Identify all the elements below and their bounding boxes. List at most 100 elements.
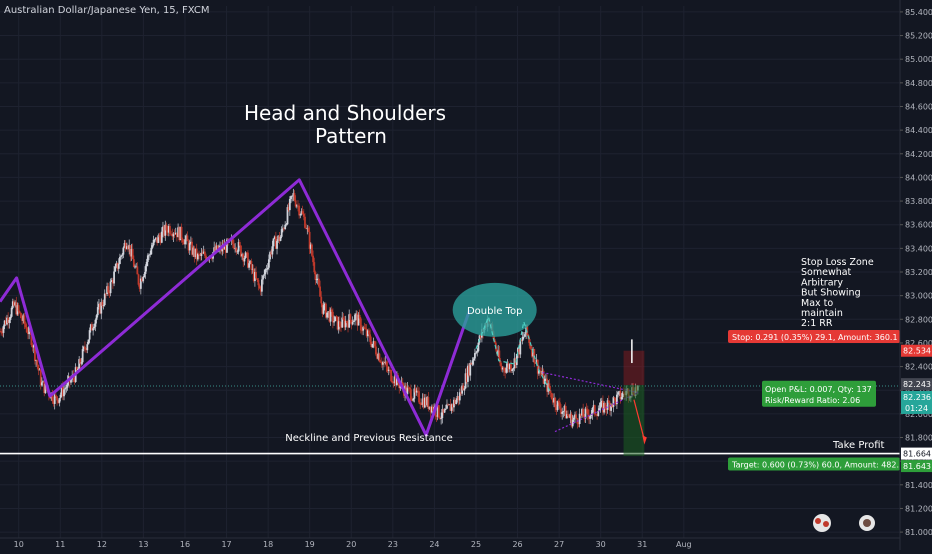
candle-body — [198, 253, 200, 255]
candle-body — [529, 345, 532, 349]
candle-body — [110, 280, 113, 282]
candle-body — [257, 280, 260, 286]
candle-body — [101, 301, 104, 306]
candle-body — [443, 409, 446, 413]
candle-body — [428, 406, 431, 409]
candle-body — [183, 242, 185, 245]
candle-body — [288, 198, 291, 211]
candle-body — [17, 305, 20, 312]
candle-body — [620, 397, 623, 400]
candle-body — [44, 383, 47, 394]
candle-body — [441, 408, 444, 419]
candle-body — [472, 358, 475, 361]
target-label-box — [728, 457, 900, 471]
candle-body — [442, 408, 445, 413]
candle-body — [474, 353, 476, 359]
candle-body — [262, 275, 264, 280]
candle-body — [132, 259, 135, 268]
candle-body — [549, 390, 552, 393]
time-axis[interactable]: 10 11 12 13 16 17 18 19 20 23 24 25 26 27 30 31 Aug — [0, 537, 900, 549]
candle-body — [356, 313, 359, 326]
candle-body — [24, 324, 27, 328]
candle-body — [513, 358, 516, 369]
candle-body — [579, 413, 582, 416]
candle-body — [507, 363, 510, 370]
candle-body — [378, 353, 381, 362]
candle-body — [177, 227, 179, 238]
x-tick-label: 27 — [554, 540, 564, 549]
candle-body — [409, 389, 412, 401]
candle-body — [215, 245, 218, 252]
candle-body — [86, 344, 89, 351]
candle-body — [376, 354, 379, 359]
candle-body — [418, 391, 420, 403]
candle-body — [327, 311, 330, 313]
candle-body — [171, 234, 174, 237]
candle-body — [169, 226, 171, 234]
candle-body — [366, 330, 369, 337]
candle-body — [176, 232, 178, 238]
x-tick-label: 18 — [263, 540, 273, 549]
stop-zone[interactable] — [623, 350, 645, 386]
candle-body — [32, 345, 35, 348]
candle-body — [422, 398, 425, 408]
hs-title-line1: Head and Shoulders — [244, 101, 446, 125]
candle-body — [84, 346, 86, 350]
candle-body — [349, 314, 352, 320]
candle-body — [598, 408, 601, 411]
current-price-badge-bg — [901, 390, 932, 403]
stop-price-badge: 82.534 — [903, 347, 931, 356]
candle-body — [345, 321, 348, 324]
x-tick-label: 25 — [471, 540, 481, 549]
candle-body — [619, 391, 622, 400]
candle-body — [456, 396, 459, 401]
candle-body — [226, 239, 228, 253]
candle-body — [0, 331, 3, 333]
candle-body — [551, 398, 554, 403]
candle-body — [477, 342, 480, 352]
candle-body — [173, 233, 176, 235]
candle-body — [240, 245, 242, 257]
candle-body — [298, 205, 301, 216]
candle-body — [295, 205, 298, 207]
take-profit-arrow — [633, 399, 645, 441]
candle-body — [20, 312, 22, 319]
candle-body — [363, 327, 366, 329]
candle-body — [461, 385, 463, 394]
position-tool-group[interactable]: Stop: 0.291 (0.35%) 29.1, Amount: 360.1 O… — [623, 330, 900, 471]
candle-body — [416, 390, 419, 392]
target-zone[interactable] — [623, 385, 645, 457]
candle-body — [584, 408, 587, 419]
entry-price-badge: 82.243 — [903, 380, 931, 389]
candle-body — [265, 269, 268, 270]
candle-body — [95, 315, 98, 320]
candle-body — [43, 381, 46, 394]
risk-reward-text: Risk/Reward Ratio: 2.06 — [765, 396, 860, 405]
candle-body — [334, 316, 337, 322]
y-tick-label: 82.200 — [905, 386, 932, 395]
candle-body — [162, 226, 164, 232]
candle-body — [66, 380, 69, 388]
candle-body — [118, 256, 121, 265]
candle-body — [301, 211, 304, 214]
candle-body — [458, 392, 461, 401]
y-tick-label: 83.200 — [905, 268, 932, 277]
stop-note-line: Somewhat — [801, 267, 852, 278]
candle-body — [131, 248, 134, 260]
candle-body — [593, 405, 596, 415]
candle-body — [136, 266, 139, 275]
candle-body — [141, 278, 143, 282]
candle-body — [284, 224, 287, 229]
candle-body — [231, 239, 234, 244]
candle-body — [70, 379, 72, 383]
candle-body — [325, 303, 327, 318]
candle-body — [567, 414, 569, 417]
candle-body — [468, 365, 470, 376]
candle-body — [554, 397, 557, 408]
candle-body — [432, 406, 434, 412]
candle-body — [116, 262, 119, 269]
candle-body — [338, 321, 341, 327]
candle-body — [146, 255, 149, 262]
